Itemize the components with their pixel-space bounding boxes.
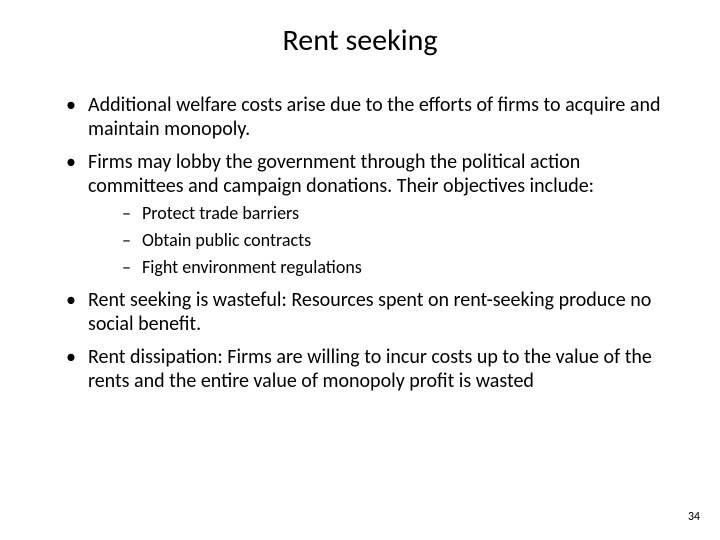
sub-bullet-list: Protect trade barriers Obtain public con… <box>88 202 672 280</box>
sub-bullet-item: Obtain public contracts <box>122 229 672 252</box>
bullet-text: Rent dissipation: Firms are willing to i… <box>88 345 652 393</box>
sub-bullet-text: Protect trade barriers <box>142 202 299 224</box>
bullet-text: Additional welfare costs arise due to th… <box>88 93 661 141</box>
bullet-item: Rent dissipation: Firms are willing to i… <box>66 345 672 394</box>
page-number: 34 <box>688 510 700 524</box>
slide-title: Rent seeking <box>48 22 672 59</box>
sub-bullet-text: Fight environment regulations <box>142 256 362 278</box>
bullet-list: Additional welfare costs arise due to th… <box>48 93 672 393</box>
slide: Rent seeking Additional welfare costs ar… <box>0 0 720 540</box>
bullet-text: Firms may lobby the government through t… <box>88 150 594 198</box>
sub-bullet-item: Protect trade barriers <box>122 202 672 225</box>
sub-bullet-item: Fight environment regulations <box>122 256 672 279</box>
bullet-text: Rent seeking is wasteful: Resources spen… <box>88 288 651 336</box>
sub-bullet-text: Obtain public contracts <box>142 229 311 251</box>
bullet-item: Additional welfare costs arise due to th… <box>66 93 672 142</box>
bullet-item: Firms may lobby the government through t… <box>66 150 672 280</box>
bullet-item: Rent seeking is wasteful: Resources spen… <box>66 288 672 337</box>
